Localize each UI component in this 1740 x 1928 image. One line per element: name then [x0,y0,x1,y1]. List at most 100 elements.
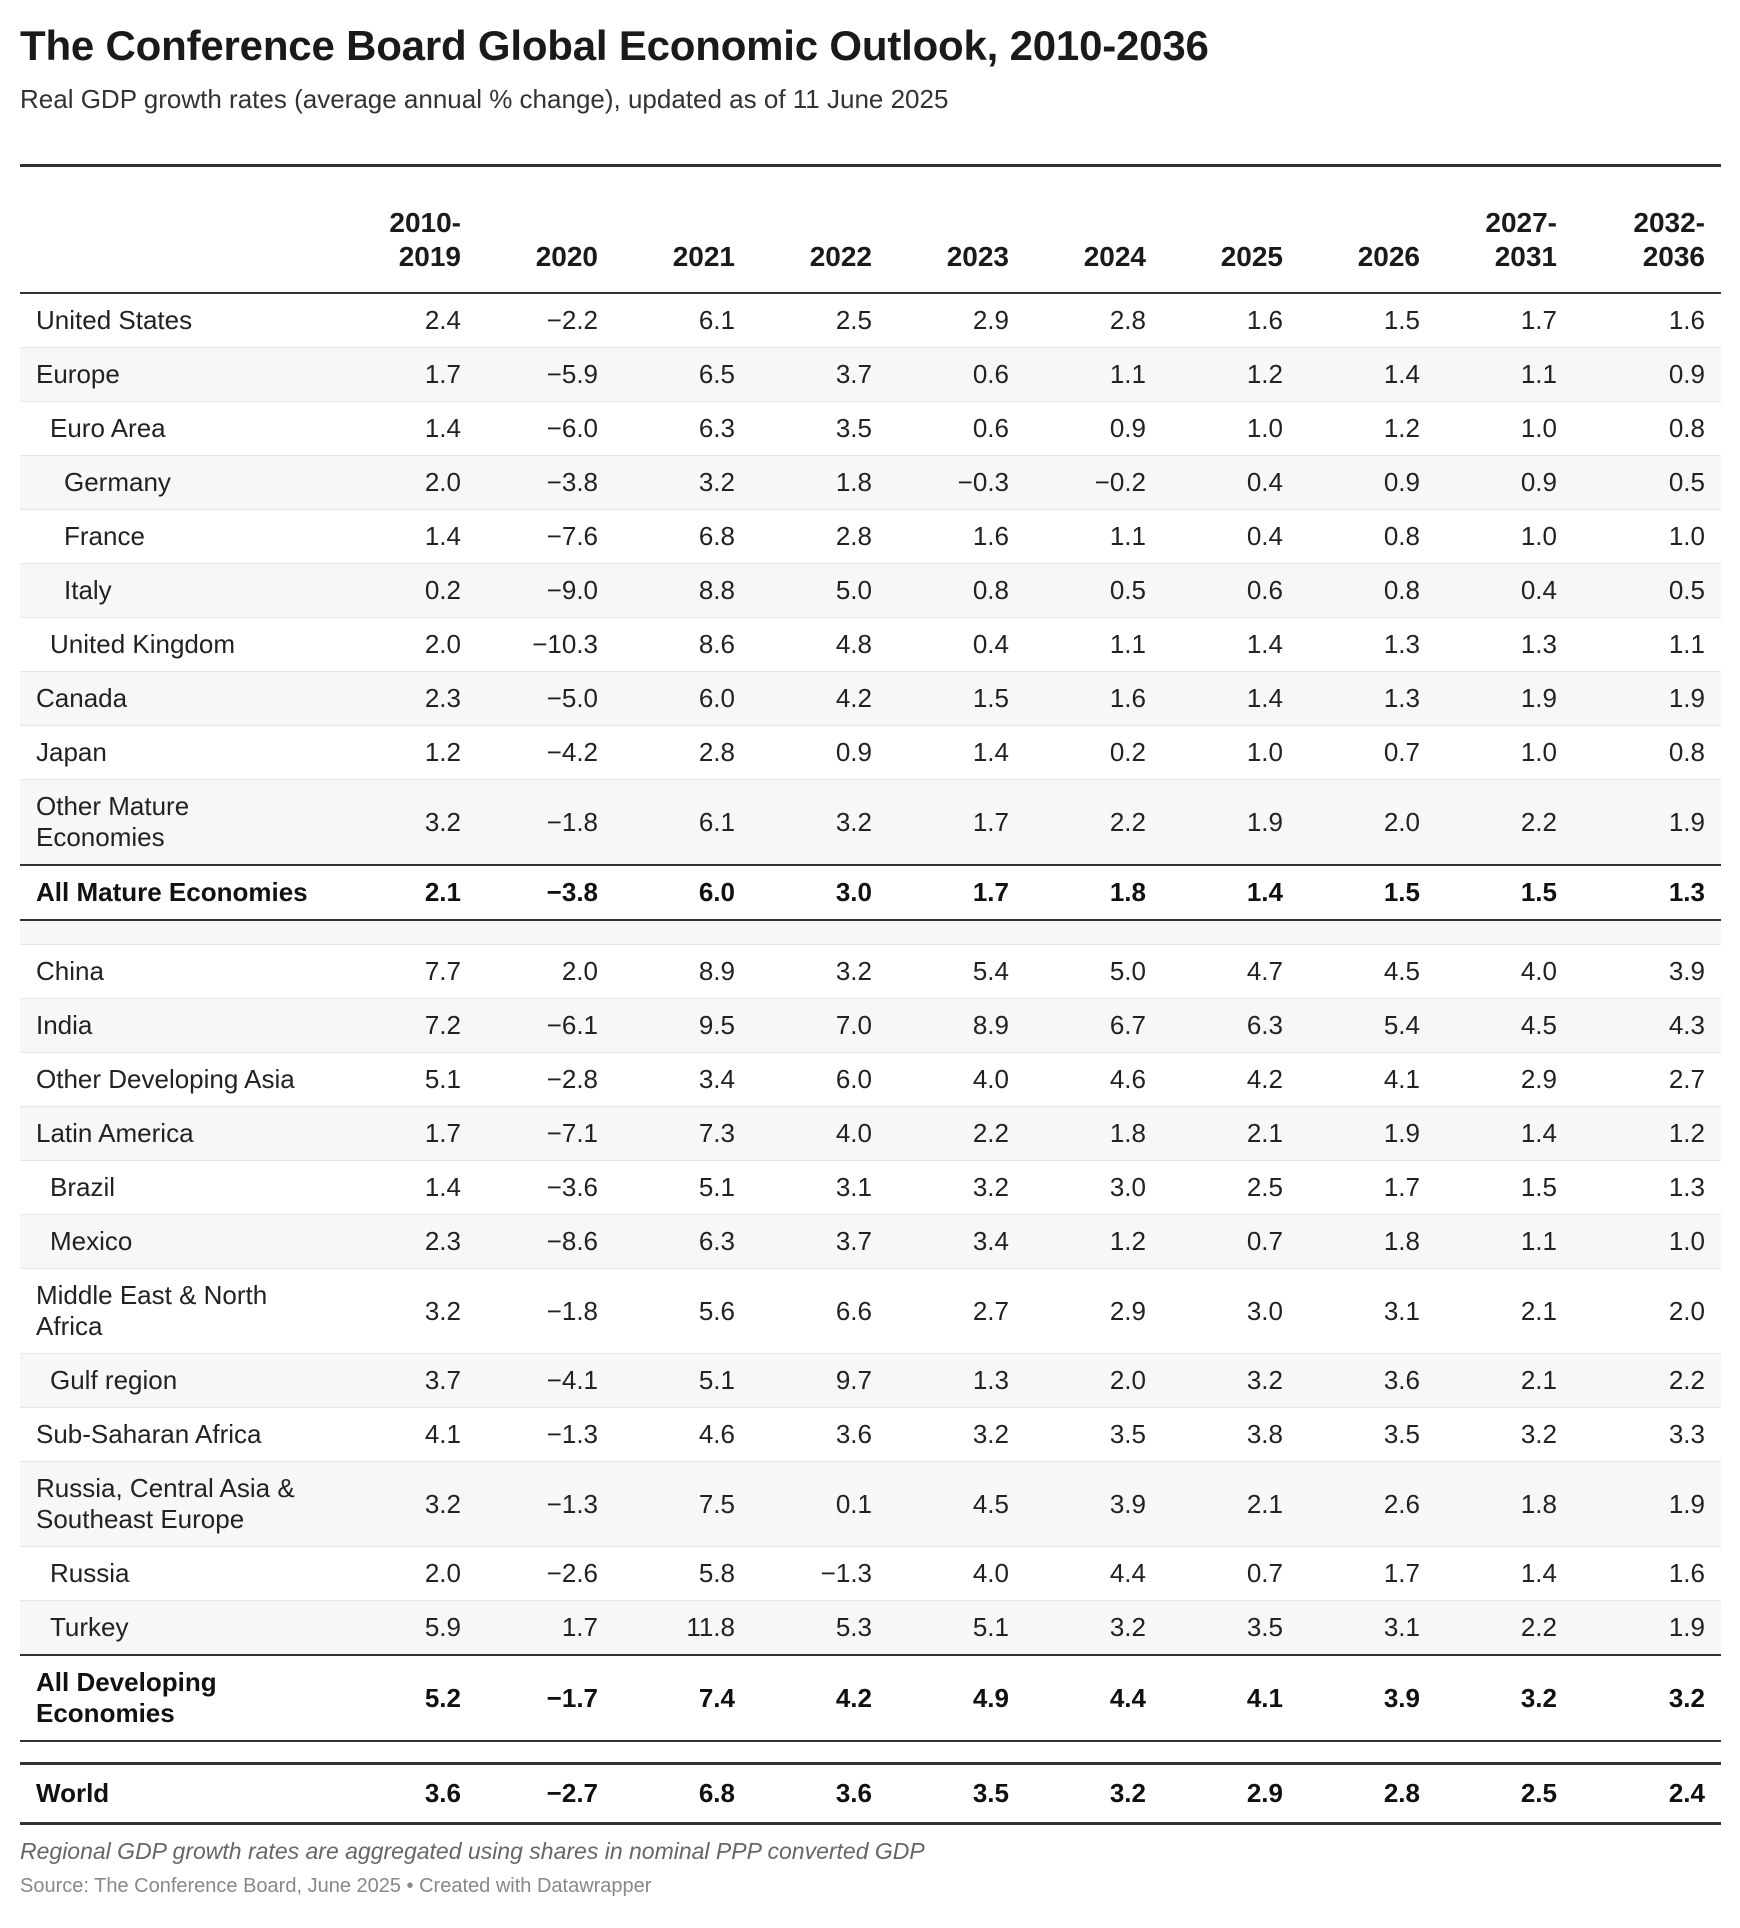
value-cell: 2.8 [751,509,888,564]
column-header: 2027- 2031 [1436,164,1573,294]
value-cell: 1.3 [1299,617,1436,672]
value-cell: 1.1 [1436,1214,1573,1269]
column-header: 2026 [1299,164,1436,294]
value-cell: 2.2 [888,1106,1025,1161]
value-cell: 1.0 [1573,509,1721,564]
value-cell: 6.1 [614,293,751,348]
value-cell: −9.0 [477,563,614,618]
column-header: 2024 [1025,164,1162,294]
value-cell: 3.5 [751,401,888,456]
value-cell: −1.8 [477,1268,614,1354]
value-cell: 3.6 [1299,1353,1436,1408]
value-cell: 0.9 [1299,455,1436,510]
value-cell: 6.0 [751,1052,888,1107]
value-cell: 3.2 [340,779,477,866]
value-cell: 1.3 [1573,1160,1721,1215]
value-cell: 0.4 [1162,455,1299,510]
total-row: All Developing Economies 5.2 −1.7 7.4 4.2 4.9… [20,1654,1721,1742]
value-cell: 2.9 [888,293,1025,348]
value-cell: 2.9 [1025,1268,1162,1354]
column-header-label: 2010- [389,207,461,238]
row-label: Gulf region [20,1353,340,1408]
value-cell: 1.5 [1299,293,1436,348]
value-cell: 3.2 [751,944,888,999]
value-cell: 1.4 [1436,1106,1573,1161]
column-header-label: 2025 [1220,241,1283,272]
value-cell: 3.7 [340,1353,477,1408]
value-cell: 5.4 [888,944,1025,999]
value-cell: −2.7 [477,1763,614,1825]
table-row: Europe 1.7 −5.9 6.5 3.7 0.6 1.1 1.2 1.4 1.1 0.9 [20,347,1721,402]
value-cell: 3.0 [1162,1268,1299,1354]
value-cell: 1.4 [1162,671,1299,726]
row-label: Sub-Saharan Africa [20,1407,340,1462]
value-cell: 1.7 [888,864,1025,921]
value-cell: 2.6 [1299,1461,1436,1547]
row-label: Other Developing Asia [20,1052,340,1107]
value-cell: 2.1 [1162,1461,1299,1547]
value-cell: 3.6 [340,1763,477,1825]
value-cell: 1.7 [340,1106,477,1161]
value-cell: 0.2 [340,563,477,618]
value-cell: 2.9 [1436,1052,1573,1107]
column-header-label: 2023 [946,241,1009,272]
value-cell: −7.6 [477,509,614,564]
value-cell: 1.4 [340,401,477,456]
value-cell: 1.4 [1299,347,1436,402]
row-label: Italy [20,563,340,618]
value-cell: 1.8 [1025,1106,1162,1161]
column-header-label: 2019 [398,241,461,272]
value-cell: 2.0 [340,455,477,510]
value-cell: −3.6 [477,1160,614,1215]
value-cell: 2.8 [614,725,751,780]
value-cell: 2.0 [477,944,614,999]
value-cell: 1.2 [1025,1214,1162,1269]
value-cell: −5.0 [477,671,614,726]
value-cell: 1.9 [1573,1461,1721,1547]
value-cell: 3.0 [751,864,888,921]
value-cell: 8.9 [888,998,1025,1053]
column-header: 2021 [614,164,751,294]
value-cell: 1.9 [1573,671,1721,726]
value-cell: 0.9 [1436,455,1573,510]
value-cell: 1.7 [888,779,1025,866]
value-cell: 4.2 [1162,1052,1299,1107]
value-cell: 0.8 [1573,401,1721,456]
value-cell: 1.8 [751,455,888,510]
row-label: Brazil [20,1160,340,1215]
value-cell: 1.4 [1162,617,1299,672]
value-cell: −2.6 [477,1546,614,1601]
value-cell: 0.7 [1299,725,1436,780]
value-cell: 5.1 [614,1353,751,1408]
row-label: Turkey [20,1600,340,1656]
row-label: Russia, Central Asia & Southeast Europe [20,1461,340,1547]
value-cell: 8.6 [614,617,751,672]
value-cell: 1.2 [340,725,477,780]
value-cell: 1.2 [1573,1106,1721,1161]
value-cell: 3.2 [1162,1353,1299,1408]
value-cell: 3.0 [1025,1160,1162,1215]
value-cell: 1.1 [1025,347,1162,402]
spacer-cell [20,1741,1721,1765]
table-row: Gulf region 3.7 −4.1 5.1 9.7 1.3 2.0 3.2 3.6 2.1 2… [20,1353,1721,1408]
value-cell: 2.1 [1436,1353,1573,1408]
value-cell: 3.2 [1025,1600,1162,1656]
chart-container: The Conference Board Global Economic Out… [0,0,1740,116]
total-row: All Mature Economies 2.1 −3.8 6.0 3.0 1.7 1.8 1… [20,864,1721,921]
value-cell: −1.8 [477,779,614,866]
table-body: United States 2.4 −2.2 6.1 2.5 2.9 2.8 1.6 1.5 1.… [20,293,1721,1825]
value-cell: 2.8 [1025,293,1162,348]
value-cell: −1.3 [477,1407,614,1462]
value-cell: 4.0 [751,1106,888,1161]
value-cell: 4.6 [1025,1052,1162,1107]
value-cell: 1.2 [1162,347,1299,402]
value-cell: 3.4 [614,1052,751,1107]
row-label: United States [20,293,340,348]
value-cell: 6.3 [1162,998,1299,1053]
value-cell: 1.4 [1162,864,1299,921]
value-cell: 2.0 [1025,1353,1162,1408]
value-cell: 0.7 [1162,1214,1299,1269]
value-cell: 6.0 [614,864,751,921]
value-cell: 0.4 [888,617,1025,672]
value-cell: 4.0 [888,1546,1025,1601]
